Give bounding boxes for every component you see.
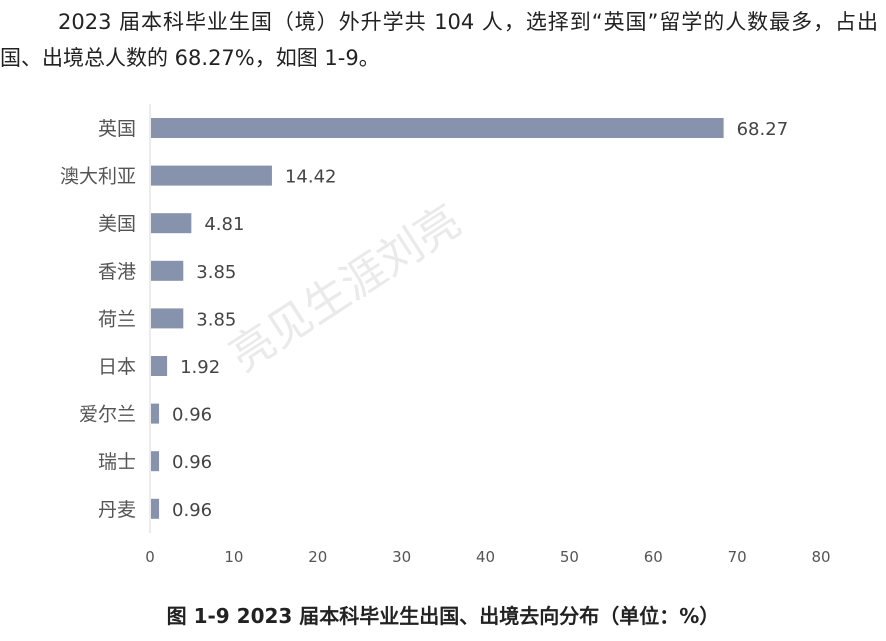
horizontal-bar-chart: 英国 68.27 澳大利亚 14.42 美国 4.81 香港 3.85 荷兰 3.85 日本 1.92…	[60, 104, 831, 566]
data-label: 0.96	[172, 500, 212, 521]
x-tick-label: 70	[728, 548, 747, 566]
category-label: 香港	[98, 261, 136, 283]
x-tick-label: 50	[560, 548, 579, 566]
data-label: 14.42	[285, 167, 337, 188]
figure-caption: 图 1-9 2023 届本科毕业生出国、出境去向分布（单位：%）	[166, 604, 720, 628]
data-label: 3.85	[196, 262, 236, 283]
x-tick-label: 40	[476, 548, 495, 566]
x-tick-label: 10	[224, 548, 243, 566]
bar	[151, 165, 272, 186]
x-tick-label: 0	[145, 548, 155, 566]
category-label: 荷兰	[98, 308, 136, 330]
data-label: 3.85	[196, 309, 236, 330]
bar	[151, 498, 160, 519]
data-label: 68.27	[737, 119, 789, 140]
bar	[151, 356, 168, 376]
category-label: 瑞士	[98, 451, 136, 473]
x-tick-label: 80	[811, 548, 830, 566]
category-label: 日本	[98, 356, 136, 378]
category-label: 爱尔兰	[79, 404, 136, 426]
data-label: 1.92	[180, 357, 220, 378]
bar	[151, 308, 184, 329]
x-tick-label: 30	[392, 548, 411, 566]
x-tick-label: 60	[644, 548, 663, 566]
category-label: 丹麦	[98, 499, 136, 521]
bar	[151, 451, 160, 472]
category-label: 美国	[98, 213, 136, 235]
bar	[151, 213, 192, 234]
data-label: 0.96	[172, 452, 212, 473]
data-label: 0.96	[172, 405, 212, 426]
bar	[151, 118, 724, 138]
x-tick-label: 20	[308, 548, 327, 566]
category-label: 澳大利亚	[60, 166, 136, 188]
bar	[151, 403, 160, 424]
category-label: 英国	[98, 118, 136, 140]
bar	[151, 260, 184, 281]
data-label: 4.81	[204, 214, 244, 235]
intro-paragraph: 2023 届本科毕业生国（境）外升学共 104 人，选择到“英国”留学的人数最多…	[0, 10, 878, 70]
